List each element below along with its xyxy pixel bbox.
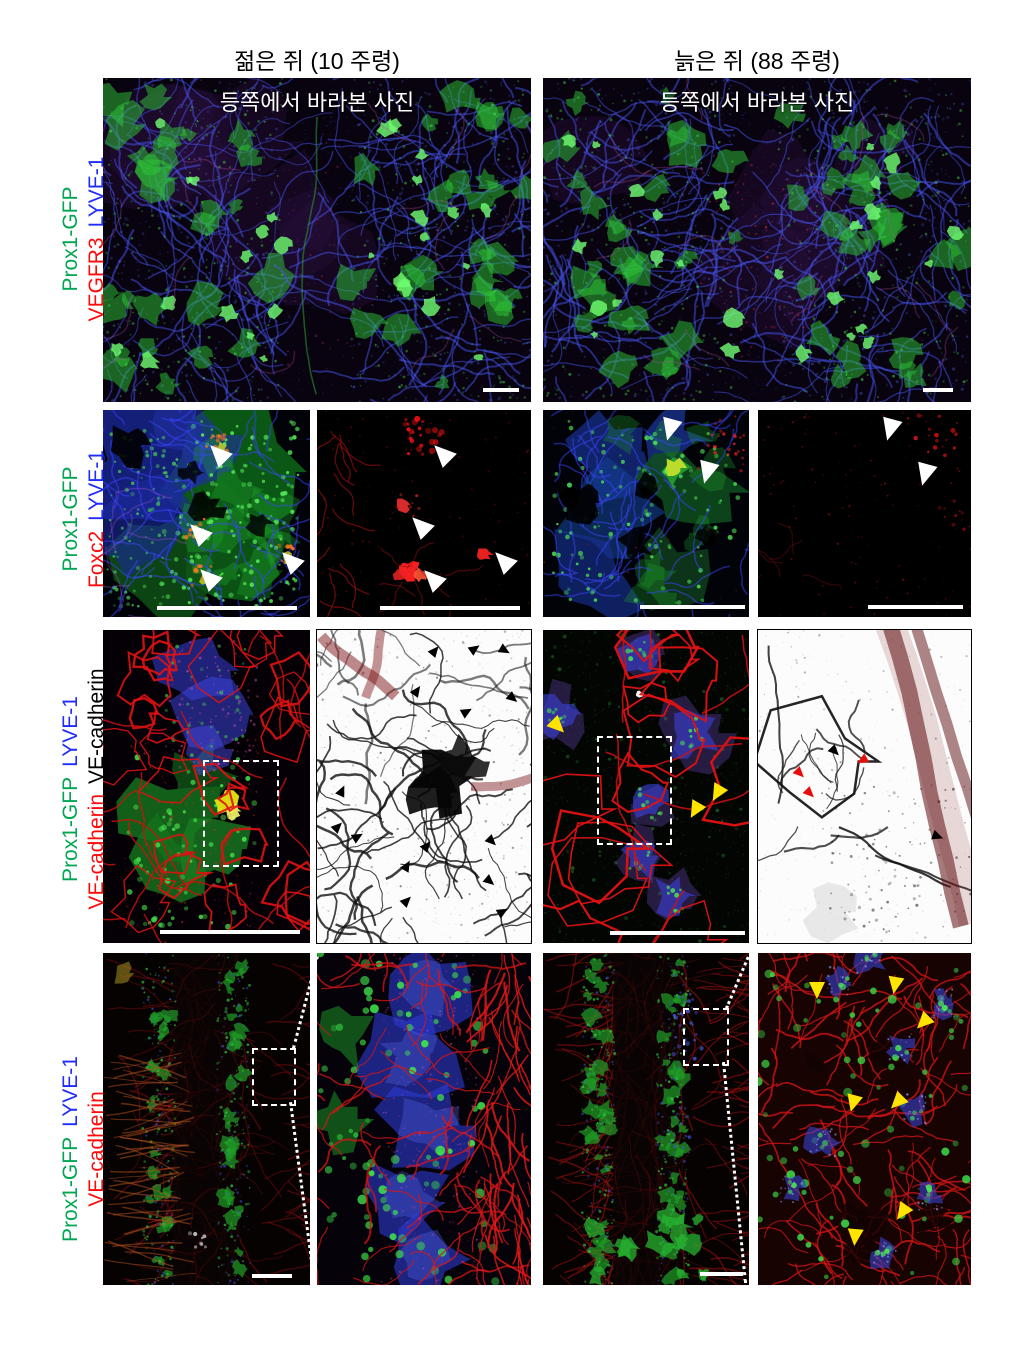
- micrograph-vecadherin-inverted-young: [316, 629, 532, 944]
- roi-dashed-box: [252, 1048, 296, 1106]
- micrograph-canvas: [543, 410, 749, 617]
- micrograph-canvas: [758, 410, 971, 617]
- marker-prox1-gfp: Prox1-GFP: [59, 186, 82, 292]
- micrograph-canvas: [317, 630, 531, 943]
- micrograph-foxc2-merge-old: [543, 410, 749, 617]
- micrograph-cord-zoom-old: [758, 953, 971, 1285]
- micrograph-cord-overview-young: [103, 953, 310, 1285]
- scale-bar: [700, 1272, 743, 1276]
- roi-dashed-box: [597, 736, 672, 845]
- scale-bar: [380, 606, 520, 610]
- scale-bar: [923, 388, 953, 392]
- micrograph-dorsal-young: 등쪽에서 바라본 사진: [103, 78, 531, 402]
- micrograph-canvas: [317, 953, 531, 1285]
- micrograph-foxc2-red-young: [317, 410, 531, 617]
- micrograph-canvas: [103, 78, 531, 402]
- marker-prox1-gfp: Prox1-GFP: [59, 466, 82, 572]
- scale-bar: [160, 930, 300, 934]
- micrograph-canvas: [103, 410, 310, 617]
- micrograph-dorsal-old: 등쪽에서 바라본 사진: [543, 78, 971, 402]
- marker-prox1-gfp: Prox1-GFP: [59, 776, 82, 882]
- scale-bar: [610, 931, 745, 935]
- marker-prox1-gfp: Prox1-GFP: [59, 1136, 82, 1242]
- micrograph-vecadherin-inverted-old: [757, 629, 972, 944]
- scale-bar: [868, 605, 963, 609]
- micrograph-canvas: [758, 953, 971, 1285]
- scale-bar: [640, 605, 745, 609]
- micrograph-cord-zoom-young: [317, 953, 531, 1285]
- scale-bar: [157, 606, 297, 610]
- roi-dashed-box: [203, 760, 279, 867]
- panel-caption-dorsal-view: 등쪽에서 바라본 사진: [219, 90, 415, 115]
- roi-dashed-box: [683, 1008, 729, 1066]
- micrograph-cord-overview-old: [543, 953, 749, 1285]
- micrograph-canvas: [317, 410, 531, 617]
- column-title-old-mouse: 늙은 쥐 (88 주령): [674, 48, 840, 74]
- micrograph-canvas: [543, 953, 749, 1285]
- column-title-young-mouse: 젊은 쥐 (10 주령): [234, 48, 400, 74]
- micrograph-foxc2-red-old: [758, 410, 971, 617]
- marker-lyve1: LYVE-1: [59, 1056, 82, 1127]
- micrograph-foxc2-merge-young: [103, 410, 310, 617]
- micrograph-canvas: [543, 630, 749, 943]
- micrograph-canvas: [103, 953, 310, 1285]
- scale-bar: [483, 388, 519, 392]
- micrograph-canvas: [103, 630, 310, 943]
- panel-caption-dorsal-view: 등쪽에서 바라본 사진: [659, 90, 855, 115]
- scale-bar: [252, 1274, 292, 1278]
- micrograph-vecadherin-merge-old: [543, 630, 749, 943]
- marker-lyve1: LYVE-1: [59, 696, 82, 767]
- micrograph-canvas: [758, 630, 971, 943]
- micrograph-canvas: [543, 78, 971, 402]
- micrograph-vecadherin-merge-young: [103, 630, 310, 943]
